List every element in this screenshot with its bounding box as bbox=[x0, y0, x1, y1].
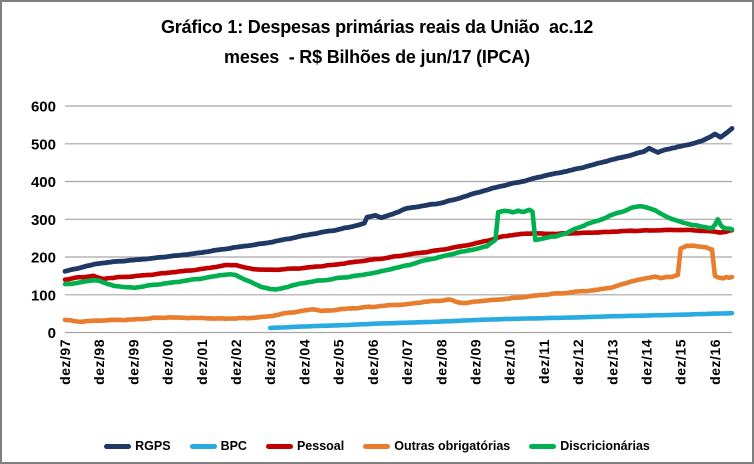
x-axis-label: dez/16 bbox=[707, 339, 723, 385]
x-axis-label: dez/09 bbox=[468, 339, 484, 385]
chart-title-line-2: meses - R$ Bilhões de jun/17 (IPCA) bbox=[224, 46, 530, 67]
y-axis-label: 600 bbox=[31, 99, 56, 116]
y-axis-label: 400 bbox=[31, 174, 56, 191]
y-axis-label: 100 bbox=[31, 287, 56, 304]
y-axis-label: 500 bbox=[31, 136, 56, 153]
series-line-pessoal bbox=[62, 227, 735, 282]
chart-title-line-1: Gráfico 1: Despesas primárias reais da U… bbox=[160, 17, 594, 37]
y-gridlines bbox=[65, 105, 732, 334]
x-axis-label: dez/97 bbox=[57, 339, 73, 385]
x-axis-label: dez/05 bbox=[331, 339, 347, 385]
x-axis-label: dez/15 bbox=[673, 339, 689, 385]
chart-legend: RGPS BPC Pessoal Outras obrigatórias Discric… bbox=[2, 439, 752, 453]
x-axis-label: dez/99 bbox=[125, 339, 141, 385]
x-axis-labels: dez/97 dez/98 dez/99 dez/00 dez/01 dez/02 dez/… bbox=[57, 339, 723, 385]
x-axis-label: dez/01 bbox=[194, 339, 210, 385]
legend-line-swatch-discricion-rias bbox=[529, 443, 557, 449]
legend-label-discricion-rias: Discricionárias bbox=[560, 439, 650, 453]
x-axis-label: dez/00 bbox=[160, 339, 176, 385]
series-line-bpc bbox=[267, 310, 735, 331]
x-axis-label: dez/11 bbox=[536, 339, 552, 384]
y-axis-labels: 0 100 200 300 400 500 600 bbox=[31, 99, 56, 343]
legend-item-discricion-rias: Discricionárias bbox=[529, 439, 650, 453]
legend-item-pessoal: Pessoal bbox=[265, 439, 345, 453]
series-line-rgps bbox=[62, 126, 735, 274]
y-axis-label: 300 bbox=[31, 212, 56, 229]
legend-label-outras-obrigat-rias: Outras obrigatórias bbox=[394, 439, 511, 453]
x-axis-label: dez/07 bbox=[399, 339, 415, 385]
legend-line-swatch-outras-obrigat-rias bbox=[363, 443, 391, 449]
chart-title: Gráfico 1: Despesas primárias reais da U… bbox=[2, 13, 752, 72]
series-line-outras-obrigat-rias bbox=[62, 243, 735, 325]
x-axis-label: dez/14 bbox=[639, 339, 655, 385]
x-axis-label: dez/12 bbox=[570, 339, 586, 385]
y-axis-label: 0 bbox=[48, 325, 56, 342]
y-axis-label: 200 bbox=[31, 250, 56, 267]
legend-item-outras-obrigat-rias: Outras obrigatórias bbox=[363, 439, 510, 453]
x-axis-label: dez/08 bbox=[433, 339, 449, 385]
legend-label-pessoal: Pessoal bbox=[296, 439, 345, 453]
legend-line-swatch-rgps bbox=[104, 443, 132, 449]
x-axis-label: dez/02 bbox=[228, 339, 244, 385]
legend-line-swatch-pessoal bbox=[265, 443, 293, 449]
x-axis-label: dez/03 bbox=[262, 339, 278, 385]
legend-item-bpc: BPC bbox=[189, 439, 247, 453]
series-line-discricion-rias bbox=[62, 203, 735, 292]
legend-label-bpc: BPC bbox=[220, 439, 247, 453]
legend-item-rgps: RGPS bbox=[104, 439, 171, 453]
legend-label-rgps: RGPS bbox=[135, 439, 171, 453]
x-axis-label: dez/10 bbox=[502, 339, 518, 385]
x-axis-label: dez/06 bbox=[365, 339, 381, 385]
x-axis-label: dez/13 bbox=[604, 339, 620, 385]
legend-line-swatch-bpc bbox=[189, 443, 217, 449]
x-axis-label: dez/04 bbox=[296, 339, 312, 385]
x-axis-label: dez/98 bbox=[91, 339, 107, 385]
